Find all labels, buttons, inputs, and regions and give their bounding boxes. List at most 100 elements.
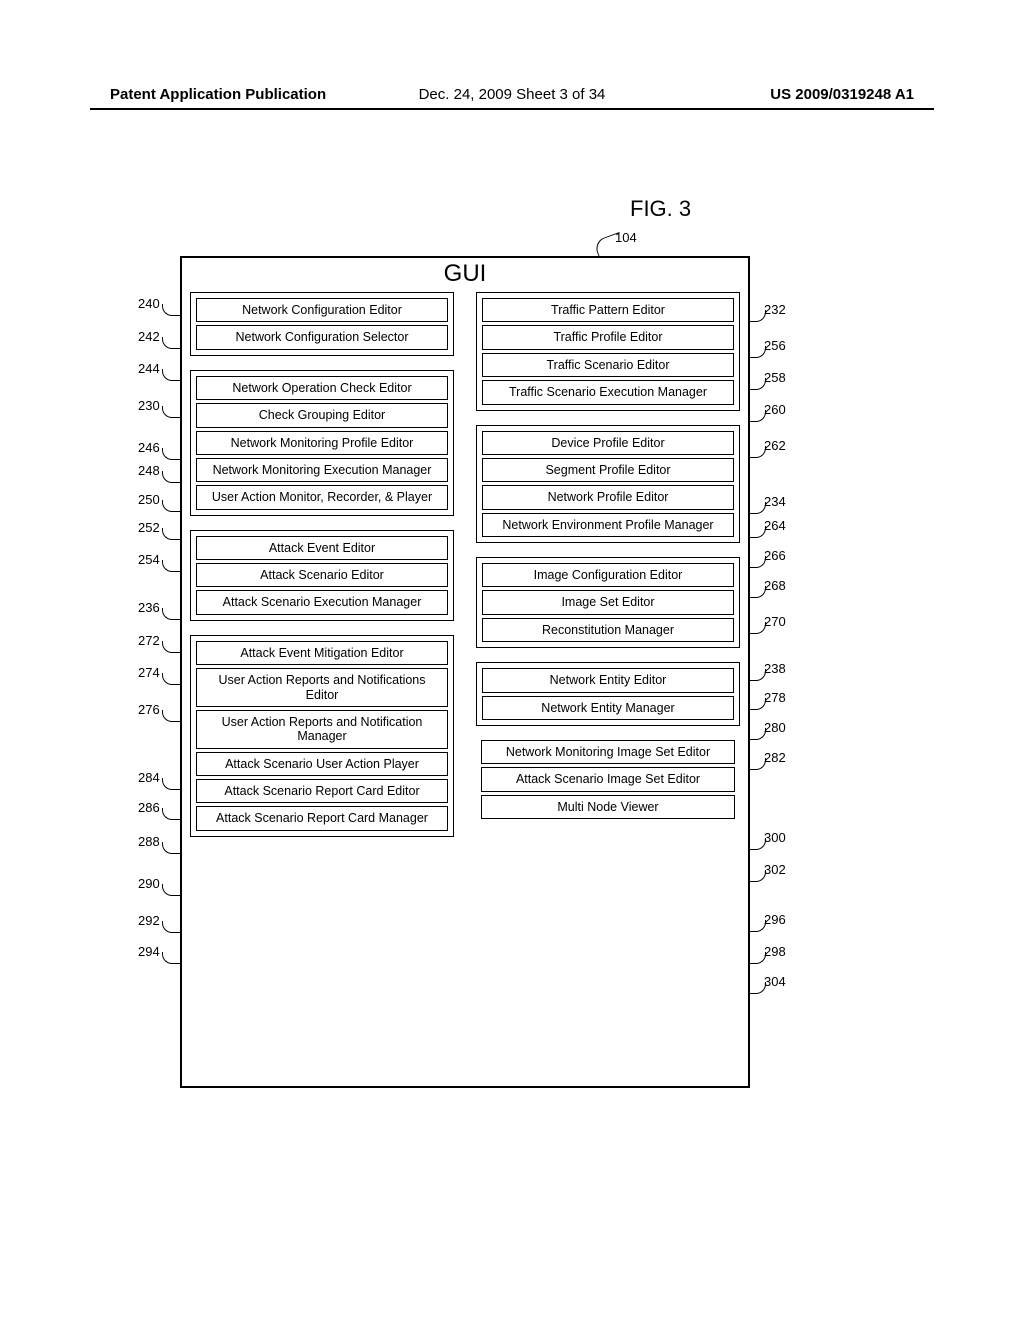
box-user-action-reports-mgr: User Action Reports and Notification Man… bbox=[196, 710, 448, 749]
gui-container: GUI Network Configuration Editor Network… bbox=[180, 256, 750, 1088]
ref-304: 304 bbox=[764, 974, 786, 989]
ref-244: 244 bbox=[138, 361, 160, 376]
ref-234: 234 bbox=[764, 494, 786, 509]
lead-262 bbox=[748, 446, 766, 458]
header-center: Dec. 24, 2009 Sheet 3 of 34 bbox=[419, 86, 606, 103]
box-traffic-profile-editor: Traffic Profile Editor bbox=[482, 325, 734, 349]
ref-282: 282 bbox=[764, 750, 786, 765]
lead-280 bbox=[748, 728, 766, 740]
ref-258: 258 bbox=[764, 370, 786, 385]
ref-286: 286 bbox=[138, 800, 160, 815]
right-loose-boxes: Network Monitoring Image Set Editor Atta… bbox=[476, 740, 740, 819]
lead-272 bbox=[162, 641, 180, 653]
right-column: Traffic Pattern Editor Traffic Profile E… bbox=[476, 292, 740, 1080]
ref-240: 240 bbox=[138, 296, 160, 311]
lead-258 bbox=[748, 378, 766, 390]
lead-246 bbox=[162, 448, 180, 460]
box-network-entity-mgr: Network Entity Manager bbox=[482, 696, 734, 720]
lead-268 bbox=[748, 586, 766, 598]
lead-250 bbox=[162, 500, 180, 512]
ref-274: 274 bbox=[138, 665, 160, 680]
header-rule bbox=[90, 108, 934, 110]
ref-236: 236 bbox=[138, 600, 160, 615]
lead-236 bbox=[162, 608, 180, 620]
box-user-action-monitor: User Action Monitor, Recorder, & Player bbox=[196, 485, 448, 509]
lead-300 bbox=[748, 838, 766, 850]
lead-302 bbox=[748, 870, 766, 882]
lead-298 bbox=[748, 952, 766, 964]
ref-296: 296 bbox=[764, 912, 786, 927]
ref-266: 266 bbox=[764, 548, 786, 563]
ref-268: 268 bbox=[764, 578, 786, 593]
lead-232 bbox=[748, 310, 766, 322]
lead-290 bbox=[162, 884, 180, 896]
box-image-set-editor: Image Set Editor bbox=[482, 590, 734, 614]
box-attack-event-mitigation: Attack Event Mitigation Editor bbox=[196, 641, 448, 665]
ref-250: 250 bbox=[138, 492, 160, 507]
lead-264 bbox=[748, 526, 766, 538]
ref-230: 230 bbox=[138, 398, 160, 413]
ref-302: 302 bbox=[764, 862, 786, 877]
box-user-action-reports-editor: User Action Reports and Notifications Ed… bbox=[196, 668, 448, 707]
header-right: US 2009/0319248 A1 bbox=[770, 86, 914, 103]
box-reconstitution-mgr: Reconstitution Manager bbox=[482, 618, 734, 642]
box-check-grouping-editor: Check Grouping Editor bbox=[196, 403, 448, 427]
group-entity: Network Entity Editor Network Entity Man… bbox=[476, 662, 740, 726]
box-net-mon-profile-editor: Network Monitoring Profile Editor bbox=[196, 431, 448, 455]
lead-274 bbox=[162, 673, 180, 685]
ref-260: 260 bbox=[764, 402, 786, 417]
columns: Network Configuration Editor Network Con… bbox=[190, 292, 740, 1080]
lead-292 bbox=[162, 921, 180, 933]
group-232: Traffic Pattern Editor Traffic Profile E… bbox=[476, 292, 740, 411]
lead-284 bbox=[162, 778, 180, 790]
ref-252: 252 bbox=[138, 520, 160, 535]
page-header: Patent Application Publication Dec. 24, … bbox=[0, 86, 1024, 103]
ref-284: 284 bbox=[138, 770, 160, 785]
box-traffic-scenario-exec-mgr: Traffic Scenario Execution Manager bbox=[482, 380, 734, 404]
lead-276 bbox=[162, 710, 180, 722]
box-segment-profile-editor: Segment Profile Editor bbox=[482, 458, 734, 482]
ref-298: 298 bbox=[764, 944, 786, 959]
box-attack-scenario-report-card-editor: Attack Scenario Report Card Editor bbox=[196, 779, 448, 803]
box-image-config-editor: Image Configuration Editor bbox=[482, 563, 734, 587]
figure-label: FIG. 3 bbox=[630, 196, 691, 222]
box-attack-scenario-exec-mgr: Attack Scenario Execution Manager bbox=[196, 590, 448, 614]
lead-278 bbox=[748, 698, 766, 710]
ref-290: 290 bbox=[138, 876, 160, 891]
lead-304 bbox=[748, 982, 766, 994]
box-traffic-pattern-editor: Traffic Pattern Editor bbox=[482, 298, 734, 322]
lead-254 bbox=[162, 560, 180, 572]
group-234: Device Profile Editor Segment Profile Ed… bbox=[476, 425, 740, 544]
ref-294: 294 bbox=[138, 944, 160, 959]
patent-page: Patent Application Publication Dec. 24, … bbox=[0, 0, 1024, 1320]
lead-288 bbox=[162, 842, 180, 854]
ref-256: 256 bbox=[764, 338, 786, 353]
ref-288: 288 bbox=[138, 834, 160, 849]
ref-262: 262 bbox=[764, 438, 786, 453]
ref-254: 254 bbox=[138, 552, 160, 567]
lead-248 bbox=[162, 471, 180, 483]
ref-272: 272 bbox=[138, 633, 160, 648]
group-284: Attack Event Mitigation Editor User Acti… bbox=[190, 635, 454, 837]
box-network-config-selector: Network Configuration Selector bbox=[196, 325, 448, 349]
ref-246: 246 bbox=[138, 440, 160, 455]
lead-270 bbox=[748, 622, 766, 634]
group-238: Image Configuration Editor Image Set Edi… bbox=[476, 557, 740, 648]
lead-296 bbox=[748, 920, 766, 932]
group-236: Attack Event Editor Attack Scenario Edit… bbox=[190, 530, 454, 621]
ref-232: 232 bbox=[764, 302, 786, 317]
ref-292: 292 bbox=[138, 913, 160, 928]
group-230: Network Operation Check Editor Check Gro… bbox=[190, 370, 454, 516]
left-column: Network Configuration Editor Network Con… bbox=[190, 292, 454, 1080]
ref-276: 276 bbox=[138, 702, 160, 717]
lead-242 bbox=[162, 337, 180, 349]
box-network-entity-editor: Network Entity Editor bbox=[482, 668, 734, 692]
box-attack-scenario-report-card-mgr: Attack Scenario Report Card Manager bbox=[196, 806, 448, 830]
box-multi-node-viewer: Multi Node Viewer bbox=[481, 795, 735, 819]
box-net-mon-exec-mgr: Network Monitoring Execution Manager bbox=[196, 458, 448, 482]
ref-248: 248 bbox=[138, 463, 160, 478]
ref-280: 280 bbox=[764, 720, 786, 735]
box-network-config-editor: Network Configuration Editor bbox=[196, 298, 448, 322]
lead-286 bbox=[162, 808, 180, 820]
header-left: Patent Application Publication bbox=[110, 86, 326, 103]
